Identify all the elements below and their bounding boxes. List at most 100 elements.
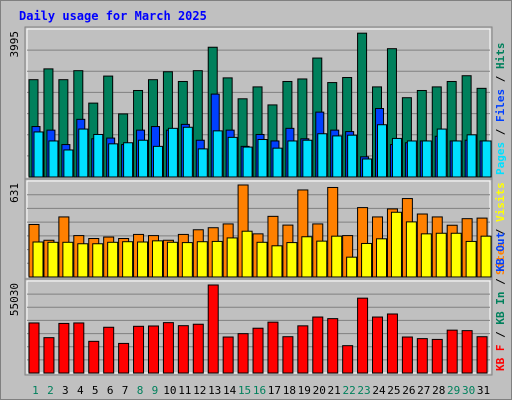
bar-pages [317,133,328,178]
bar-kb-f [342,345,354,374]
bar-pages [138,139,149,178]
bar-visits [241,230,253,278]
bar-pages [182,126,193,178]
legend-entry: Files [494,89,507,129]
bar-pages [481,140,492,178]
bar-pages [93,133,104,178]
legend-entry: / [494,331,507,345]
bar-pages [332,135,343,178]
legend: Sites / Visits [494,182,507,275]
bar-visits [271,245,283,278]
x-tick-label: 2 [47,384,54,397]
bar-visits [47,241,59,278]
legend-entry: KB In [494,292,507,332]
legend-entry: / [494,128,507,142]
legend-entry: KB Out [494,232,507,278]
x-tick-label: 7 [122,384,129,397]
bar-pages [272,147,283,178]
legend-entry: / [494,228,507,242]
bar-kb-f [267,321,279,374]
bar-pages [466,134,477,178]
bar-visits [211,240,223,278]
bar-pages [108,143,119,178]
bar-kb-f [446,329,458,374]
bar-kb-f [177,325,189,374]
bar-kb-f [43,337,55,374]
bar-pages [78,128,89,178]
bar-visits [390,211,402,278]
bar-pages [406,140,417,178]
bar-visits [346,256,358,278]
x-tick-label: 21 [328,384,341,397]
bar-pages [377,124,388,178]
bar-kb-f [28,322,40,374]
bar-visits [286,242,298,278]
x-tick-label: 14 [223,384,237,397]
x-tick-label: 9 [152,384,159,397]
x-tick-label: 10 [163,384,176,397]
x-tick-label: 24 [372,384,386,397]
bar-visits [32,241,44,278]
bar-kb-f [103,326,115,374]
y-max-label: 3995 [8,31,21,58]
x-tick-label: 29 [447,384,460,397]
bar-kb-f [357,297,369,374]
legend-entry: KB F [494,345,507,372]
x-tick-label: 31 [477,384,490,397]
bar-pages [123,142,134,178]
x-tick-label: 28 [432,384,445,397]
bar-pages [167,127,178,178]
bar-visits [256,241,268,278]
bar-kb-f [372,316,384,374]
bar-kb-f [207,284,219,374]
bar-visits [181,242,193,278]
bar-kb-f [327,318,339,374]
bar-pages [391,137,402,178]
bar-kb-f [237,333,249,374]
bar-pages [33,131,44,178]
bar-visits [166,241,178,278]
bar-visits [301,236,313,278]
bar-kb-f [431,338,443,374]
bar-pages [451,140,462,178]
bar-pages [227,136,238,178]
bar-kb-f [162,322,174,374]
bar-kb-f [386,313,398,374]
bar-kb-f [133,325,145,374]
x-tick-label: 26 [402,384,415,397]
bar-visits [480,235,492,278]
x-tick-label: 27 [417,384,430,397]
x-tick-label: 25 [387,384,400,397]
bar-pages [257,139,268,178]
bar-kb-f [476,336,488,374]
bar-pages [347,134,358,178]
bar-pages [212,130,223,178]
bar-pages [421,140,432,178]
bar-visits [316,240,328,278]
bar-visits [107,241,119,278]
x-tick-label: 17 [268,384,281,397]
x-tick-label: 23 [357,384,370,397]
x-tick-label: 11 [178,384,191,397]
bar-kb-f [147,325,159,374]
bar-visits [77,243,89,278]
legend-entry: / [494,75,507,89]
legend: KB F / KB In / KB Out [494,232,507,371]
bar-visits [196,241,208,278]
bar-kb-f [282,336,294,374]
bar-visits [420,233,432,278]
bar-kb-f [252,327,264,374]
bar-kb-f [401,336,413,374]
legend-entry: Visits [494,182,507,228]
x-tick-label: 6 [107,384,114,397]
bar-pages [302,139,313,178]
bar-pages [242,146,253,178]
bar-pages [197,148,208,178]
legend-entry: / [494,278,507,292]
bar-visits [92,243,104,278]
bar-kb-f [73,322,85,374]
x-tick-label: 4 [77,384,84,397]
bar-pages [63,149,74,178]
